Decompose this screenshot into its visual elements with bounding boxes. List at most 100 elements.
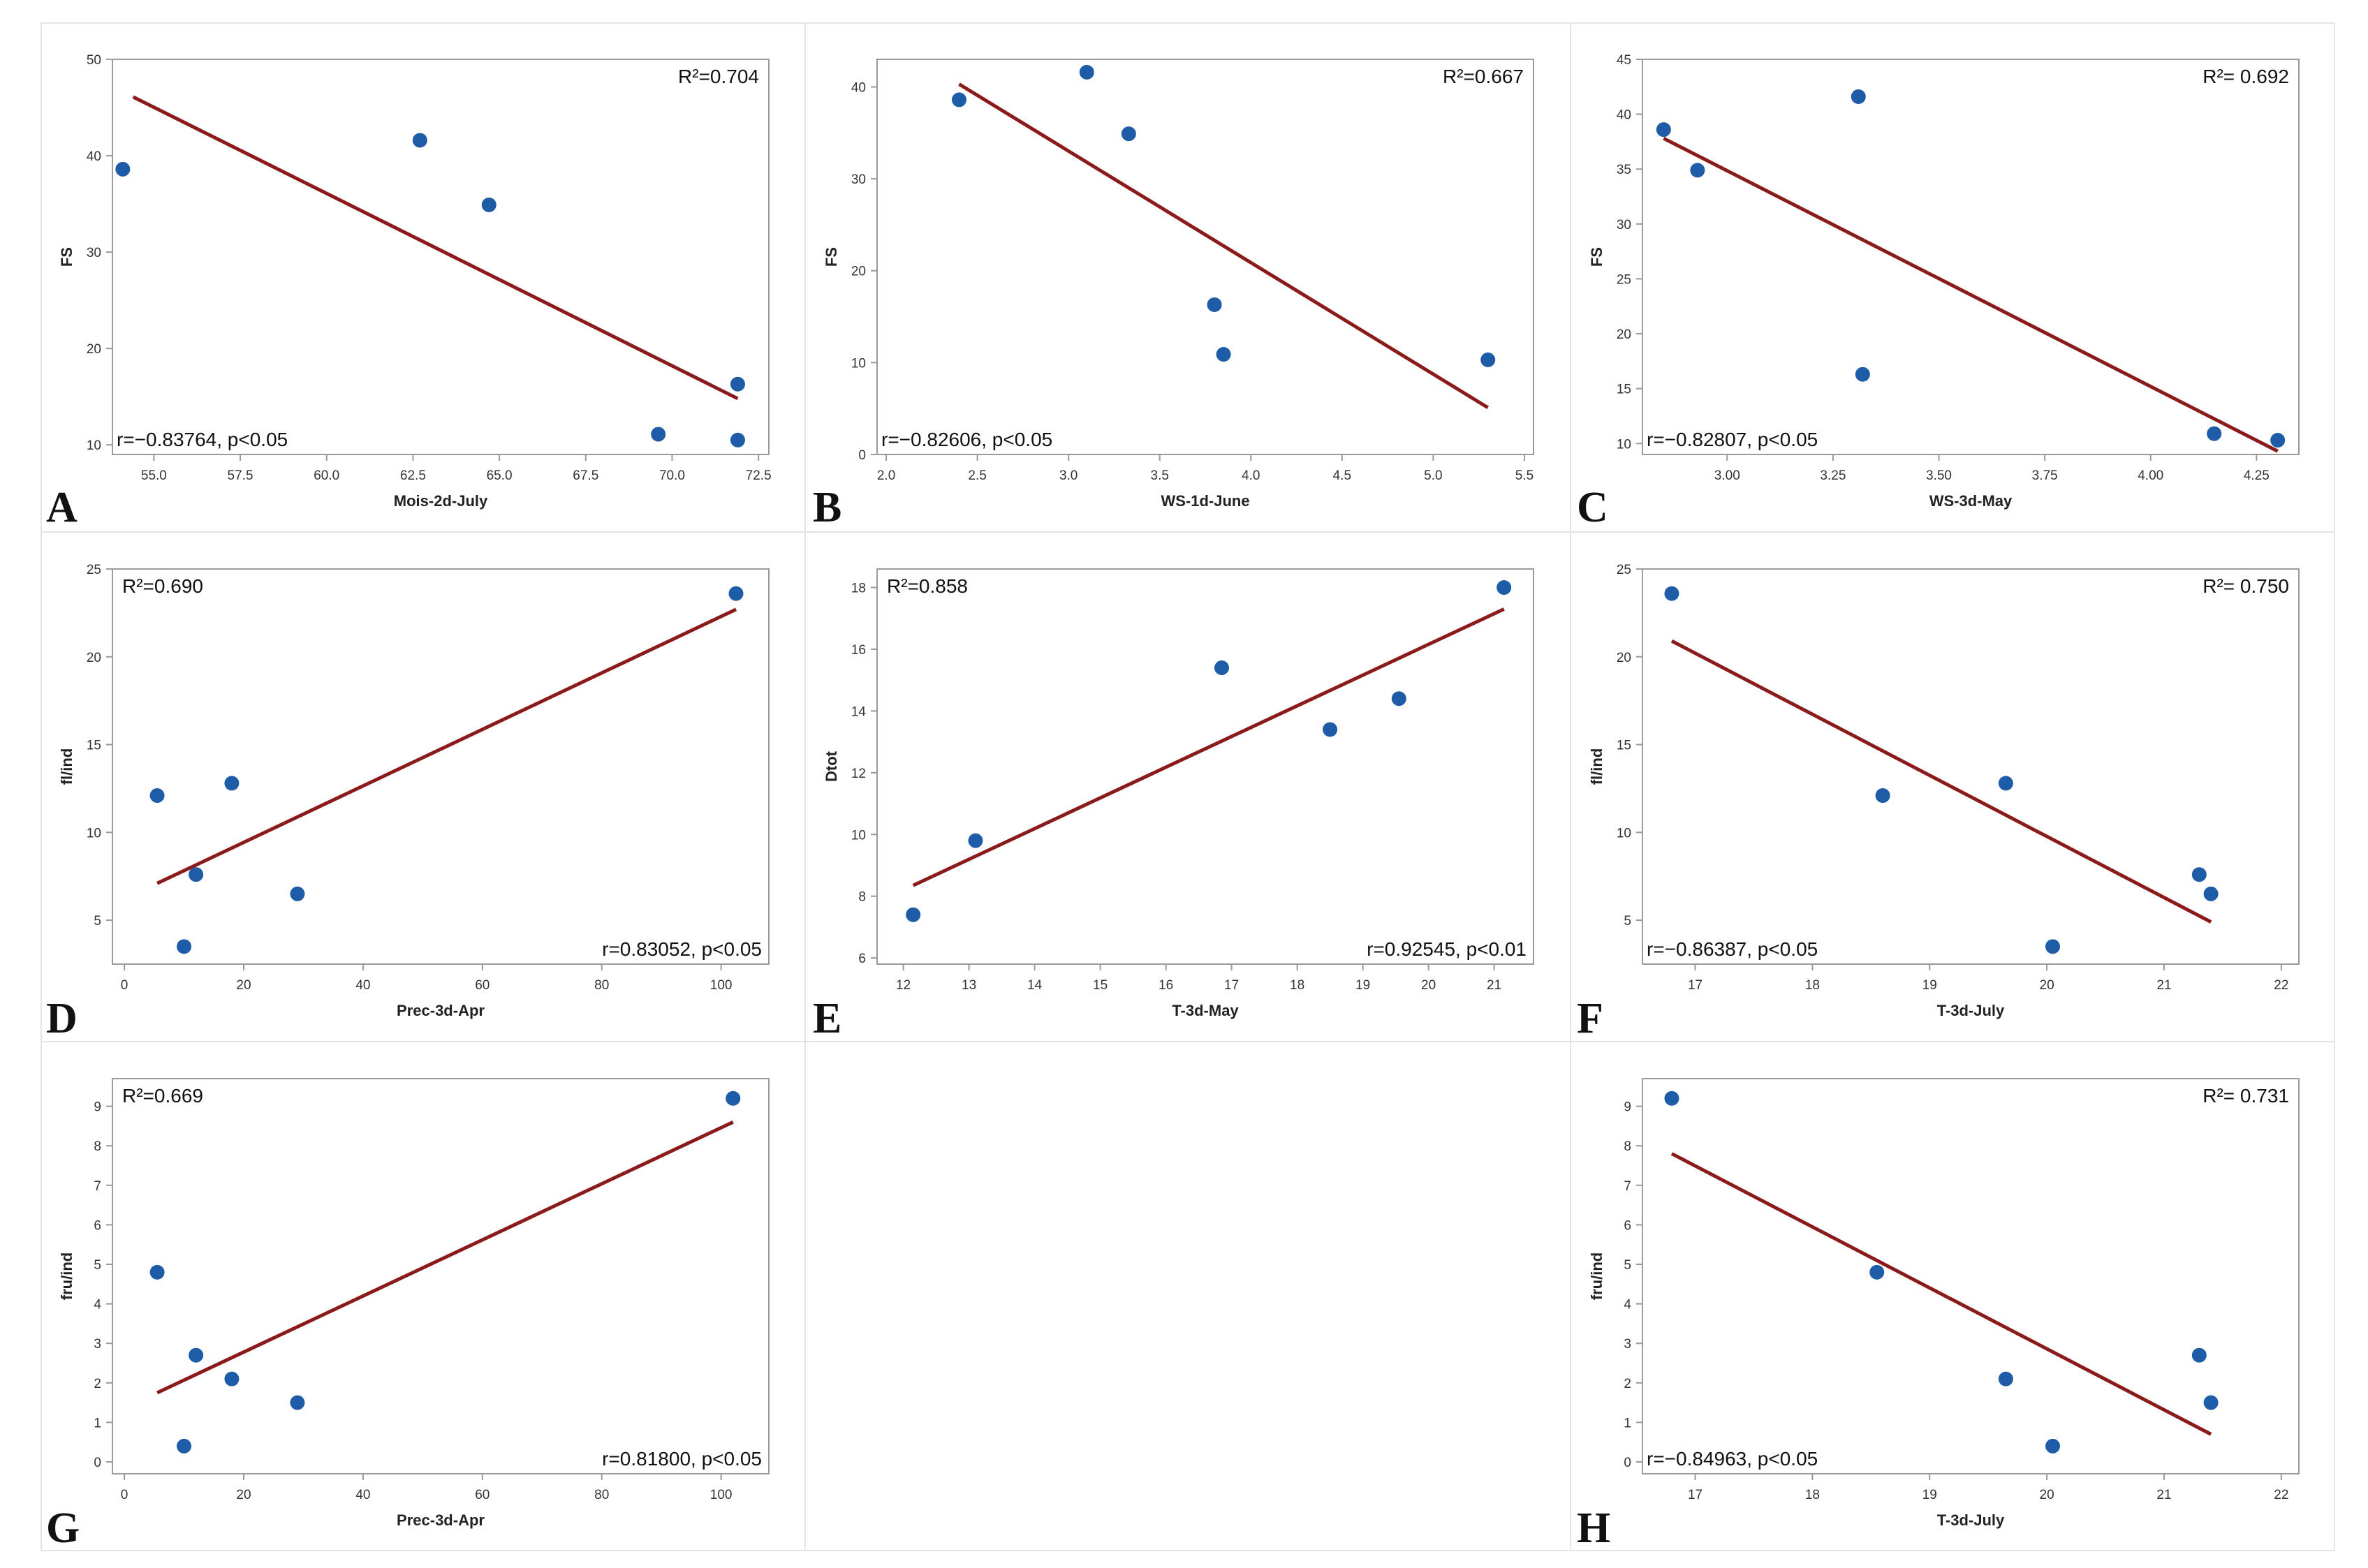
scatter-chart-a: 55.0 57.5 60.0 62.5 65.0 67.5 70.0 72.5 10 20 30 40… [58, 53, 772, 510]
x-tick-label: 19 [1355, 978, 1370, 993]
x-axis-label: Mois-2d-July [394, 492, 488, 510]
scatter-chart-c: 3.00 3.25 3.50 3.75 4.00 4.25 10 15 20 25 30 35 40 45… [1588, 53, 2300, 510]
y-tick-label: 30 [87, 246, 101, 260]
y-tick-label: 5 [1624, 1258, 1631, 1273]
data-point [1664, 586, 1679, 601]
scatter-chart-g: 0 20 40 60 80 100 0 1 2 3 4 5 6 7 8 9 Prec-3d-Apr fru/ind… [58, 1078, 770, 1529]
y-tick-label: 7 [94, 1179, 101, 1194]
y-tick-label: 7 [1624, 1179, 1631, 1194]
data-point [1121, 126, 1136, 142]
panel-letter-b: B [813, 484, 842, 531]
data-point [1664, 1090, 1679, 1106]
x-tick-label: 17 [1688, 1488, 1703, 1502]
correlation-label: r=0.83052, p<0.05 [602, 938, 762, 960]
x-axis-label: T-3d-July [1937, 1002, 2005, 1019]
x-tick-label: 17 [1224, 978, 1239, 993]
x-tick-label: 13 [962, 978, 976, 993]
x-tick-label: 40 [355, 978, 370, 993]
x-tick-label: 21 [2156, 1488, 2171, 1502]
panel-d: 0 20 40 60 80 100 5 10 15 20 25 Prec-3d-Apr fl/ind R²… [41, 533, 805, 1041]
y-tick-label: 4 [1624, 1298, 1631, 1312]
data-point [2203, 1395, 2219, 1410]
y-axis-label: fru/ind [58, 1252, 75, 1300]
scatter-chart-d: 0 20 40 60 80 100 5 10 15 20 25 Prec-3d-Apr fl/ind R²… [58, 563, 770, 1019]
panel-letter-a: A [46, 484, 78, 531]
panel-h: 17 18 19 20 21 22 0 1 2 3 4 5 6 7 8 9 T-3d-July fru/ind R²… [1571, 1042, 2335, 1551]
x-tick-label: 22 [2274, 978, 2288, 993]
grid-divider [41, 531, 2335, 533]
y-tick-label: 40 [1617, 108, 1631, 123]
data-point [968, 833, 983, 848]
y-tick-label: 6 [1624, 1218, 1631, 1233]
y-tick-label: 15 [1617, 383, 1631, 397]
x-tick-label: 18 [1805, 1488, 1820, 1502]
y-tick-label: 25 [87, 563, 101, 577]
y-tick-label: 3 [94, 1337, 101, 1352]
data-point [726, 1090, 741, 1106]
x-axis-label: Prec-3d-Apr [397, 1002, 485, 1019]
data-point [1216, 347, 1231, 362]
y-tick-label: 20 [1617, 327, 1631, 342]
y-tick-label: 20 [87, 651, 101, 665]
r-squared-label: R²=0.690 [122, 575, 203, 597]
x-tick-label: 15 [1093, 978, 1108, 993]
y-tick-label: 30 [851, 172, 866, 187]
x-tick-label: 100 [710, 1488, 733, 1502]
x-tick-label: 0 [121, 1488, 128, 1502]
y-tick-label: 20 [87, 342, 101, 357]
y-axis-label: FS [1588, 247, 1605, 267]
y-tick-label: 6 [858, 952, 866, 966]
x-tick-label: 57.5 [228, 468, 253, 483]
y-axis-label: fl/ind [58, 748, 75, 785]
y-axis-label: fru/ind [1588, 1252, 1605, 1300]
y-tick-label: 10 [851, 356, 866, 371]
y-tick-label: 16 [851, 643, 866, 658]
x-tick-label: 4.25 [2244, 468, 2270, 483]
r-squared-label: R²=0.667 [1443, 66, 1524, 87]
y-tick-label: 8 [94, 1139, 101, 1154]
x-tick-label: 21 [1487, 978, 1501, 993]
x-tick-label: 4.5 [1333, 468, 1351, 483]
y-tick-label: 15 [87, 739, 101, 753]
data-point [412, 133, 427, 148]
scatter-chart-b: 2.0 2.5 3.0 3.5 4.0 4.5 5.0 5.5 0 10 20 30 40 WS-1d-J… [823, 59, 1534, 510]
scatter-chart-f: 17 18 19 20 21 22 5 10 15 20 25 T-3d-July fl/ind R²= … [1588, 563, 2300, 1019]
data-point [2191, 867, 2207, 882]
panel-empty [806, 1042, 1570, 1551]
y-tick-label: 0 [858, 448, 866, 463]
x-tick-label: 72.5 [746, 468, 772, 483]
regression-line [1663, 136, 2279, 453]
data-point [1323, 722, 1338, 737]
grid-divider [41, 1041, 2335, 1042]
data-point [149, 788, 165, 804]
y-tick-label: 5 [94, 1258, 101, 1273]
y-tick-label: 50 [87, 53, 101, 68]
y-tick-label: 5 [94, 914, 101, 929]
figure-grid [41, 22, 2335, 1551]
data-point [728, 586, 744, 601]
data-point [2207, 426, 2222, 441]
x-tick-label: 20 [1421, 978, 1436, 993]
correlation-label: r=−0.86387, p<0.05 [1647, 938, 1818, 960]
data-point [651, 427, 666, 442]
plot-frame [112, 59, 770, 455]
data-point [224, 776, 240, 791]
x-tick-label: 3.75 [2032, 468, 2058, 483]
x-tick-label: 55.0 [141, 468, 167, 483]
x-tick-label: 22 [2274, 1488, 2288, 1502]
regression-line [132, 95, 739, 401]
grid-divider [804, 22, 806, 1551]
data-point [1079, 64, 1094, 80]
x-tick-label: 20 [2040, 978, 2054, 993]
x-tick-label: 3.50 [1926, 468, 1952, 483]
x-tick-label: 2.0 [877, 468, 895, 483]
y-tick-label: 2 [1624, 1377, 1631, 1391]
data-point [1690, 163, 1705, 178]
data-point [189, 867, 204, 882]
y-tick-label: 12 [851, 767, 866, 781]
scatter-chart-h: 17 18 19 20 21 22 0 1 2 3 4 5 6 7 8 9 T-3d-July fru/ind R²… [1588, 1078, 2300, 1529]
panel-b: 2.0 2.5 3.0 3.5 4.0 4.5 5.0 5.5 0 10 20 30 40 WS-1d-J… [806, 23, 1570, 531]
y-tick-label: 20 [1617, 651, 1631, 665]
r-squared-label: R²= 0.692 [2202, 66, 2289, 87]
y-tick-label: 9 [1624, 1100, 1631, 1115]
